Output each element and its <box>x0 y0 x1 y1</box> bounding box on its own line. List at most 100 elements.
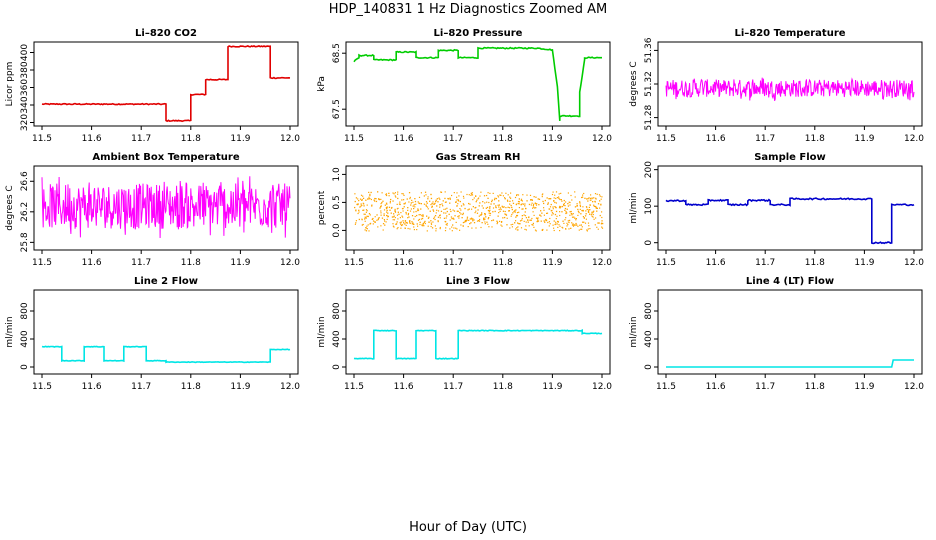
x-tick-label: 12.0 <box>904 134 924 144</box>
plot-frame <box>345 289 611 375</box>
data-point <box>599 200 601 202</box>
data-point <box>589 199 591 201</box>
y-tick-label: 800 <box>332 302 342 319</box>
data-point <box>419 223 421 226</box>
data-point <box>394 217 396 219</box>
y-tick-label: 360 <box>20 79 30 96</box>
data-point <box>380 198 382 200</box>
data-point <box>533 203 535 205</box>
data-point <box>368 196 370 198</box>
x-tick-label: 11.5 <box>656 258 676 268</box>
data-point <box>364 216 366 218</box>
data-point <box>468 202 470 205</box>
data-point <box>594 193 597 195</box>
data-point <box>481 213 483 215</box>
y-axis-label: ml/min <box>629 316 639 347</box>
plot-frame <box>33 165 299 251</box>
data-point <box>436 209 438 211</box>
data-point <box>409 228 411 230</box>
data-point <box>592 216 594 218</box>
data-point <box>588 197 590 199</box>
data-point <box>424 220 426 223</box>
data-point <box>364 213 366 215</box>
data-point <box>399 222 401 224</box>
data-point <box>495 205 497 207</box>
data-point <box>429 200 431 202</box>
data-point <box>436 198 438 200</box>
data-point <box>471 194 474 196</box>
data-point <box>532 204 534 206</box>
data-point <box>567 203 569 205</box>
data-point <box>478 197 480 199</box>
data-point <box>456 196 458 198</box>
data-point <box>461 217 463 219</box>
data-point <box>532 224 534 226</box>
data-point <box>433 217 435 220</box>
data-point <box>421 225 423 227</box>
data-point <box>588 210 590 212</box>
data-point <box>566 225 568 227</box>
data-point <box>513 210 515 213</box>
data-point <box>402 193 404 195</box>
data-point <box>553 229 555 232</box>
data-point <box>468 194 470 196</box>
data-point <box>462 203 464 205</box>
data-point <box>515 228 517 230</box>
data-point <box>354 223 356 225</box>
data-point <box>504 216 506 219</box>
data-point <box>460 224 462 226</box>
data-point <box>555 197 557 200</box>
data-point <box>404 202 406 204</box>
data-point <box>571 199 573 201</box>
data-point <box>404 203 406 205</box>
data-point <box>596 207 598 209</box>
data-point <box>403 199 405 201</box>
data-point <box>559 211 561 213</box>
data-point <box>468 219 470 221</box>
data-point <box>532 207 534 209</box>
data-point <box>407 214 409 216</box>
x-tick-label: 12.0 <box>592 134 612 144</box>
data-point <box>555 218 557 220</box>
data-point <box>536 218 539 220</box>
data-point <box>384 204 386 206</box>
data-point <box>459 208 461 210</box>
data-point <box>433 203 435 205</box>
data-point <box>416 229 418 231</box>
data-point <box>367 224 369 226</box>
data-point <box>537 219 539 221</box>
data-point <box>364 218 366 220</box>
data-point <box>589 204 591 206</box>
data-point <box>585 213 587 215</box>
data-point <box>506 217 508 219</box>
data-point <box>458 217 460 219</box>
data-point <box>561 205 564 208</box>
data-point <box>540 220 542 222</box>
y-tick-label: 800 <box>644 302 654 319</box>
data-point <box>493 199 496 201</box>
data-point <box>443 212 445 214</box>
data-point <box>485 216 487 218</box>
data-point <box>467 209 469 211</box>
data-point <box>472 220 474 222</box>
data-point <box>546 229 548 231</box>
data-point <box>381 201 383 204</box>
data-point <box>569 204 571 206</box>
data-point <box>435 200 437 202</box>
data-point <box>374 221 376 223</box>
data-point <box>412 201 414 203</box>
data-point <box>354 206 356 209</box>
x-tick-label: 11.6 <box>706 134 726 144</box>
data-point <box>508 210 510 212</box>
data-point <box>554 206 556 208</box>
data-point <box>518 211 520 213</box>
data-point <box>440 191 442 193</box>
data-point <box>534 203 536 205</box>
data-point <box>601 227 604 229</box>
x-tick-label: 11.5 <box>656 134 676 144</box>
data-point <box>458 215 460 217</box>
data-point <box>602 222 604 225</box>
data-point <box>405 211 407 214</box>
data-point <box>585 210 587 212</box>
data-point <box>392 192 394 194</box>
